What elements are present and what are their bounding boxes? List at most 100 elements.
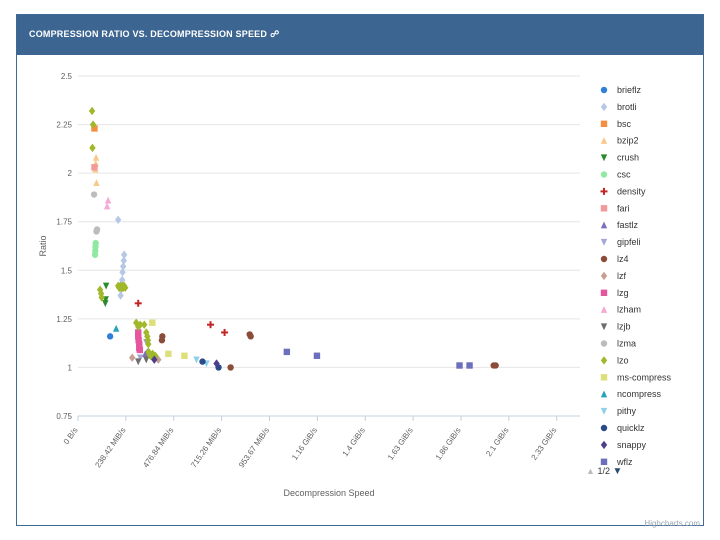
point-wflz [283,348,291,356]
legend-label-lzma: lzma [617,339,636,349]
legend-item-snappy[interactable]: snappy [600,440,647,450]
legend-item-lz4[interactable]: lz4 [600,254,629,264]
legend-symbol-lzf [600,271,608,281]
point-ms-compress [165,350,172,358]
legend-label-bsc: bsc [617,119,632,129]
legend-item-ms-compress[interactable]: ms-compress [600,372,672,382]
legend-item-csc[interactable]: csc [600,170,631,180]
point-bzip2 [92,153,100,161]
legend-label-pithy: pithy [617,406,637,416]
legend-item-density[interactable]: density [600,186,647,196]
legend-symbol-brieflz [600,86,608,94]
point-lzg [135,333,142,340]
point-lzo [145,339,152,349]
legend-symbol-gipfeli [600,238,608,246]
point-brotli [119,262,127,271]
point-ms-compress [181,352,188,359]
legend-label-density: density [617,186,646,196]
series-brieflz [106,333,114,340]
y-tick-label: 2.25 [56,121,72,130]
y-tick-label: 1.5 [61,266,73,275]
legend-label-snappy: snappy [617,440,647,450]
point-lzham [104,196,112,204]
point-lzma [93,228,100,235]
chart-header: COMPRESSION RATIO VS. DECOMPRESSION SPEE… [17,15,703,55]
point-ms-compress [149,319,156,326]
legend-symbol-lzo [600,356,608,365]
point-crush [102,282,110,290]
legend-item-wflz[interactable]: wflz [600,457,633,467]
point-snappy [151,355,158,364]
legend-item-bzip2[interactable]: bzip2 [600,136,639,146]
y-axis-title: Ratio [38,235,48,256]
point-gipfeli [137,354,144,362]
point-wflz [456,362,463,369]
series-lzjb [135,356,150,366]
link-icon[interactable]: ☍ [270,29,280,39]
legend-item-lzo[interactable]: lzo [600,355,629,365]
legend-label-lzo: lzo [617,355,629,365]
y-tick-label: 2.5 [61,72,73,81]
x-tick-label: 0 B/s [62,426,80,446]
legend-item-brieflz[interactable]: brieflz [600,85,642,95]
y-tick-label: 1 [68,363,73,372]
legend-label-brotli: brotli [617,102,637,112]
legend-label-gipfeli: gipfeli [617,237,641,247]
legend-label-lzf: lzf [617,271,626,281]
point-wflz [313,352,321,359]
point-brotli [119,268,126,277]
legend-item-fastlz[interactable]: fastlz [600,220,639,230]
series-lzg [135,329,144,354]
point-lzg [136,346,144,354]
point-density [207,321,215,329]
chart-title: COMPRESSION RATIO VS. DECOMPRESSION SPEE… [29,29,279,40]
triangle-up-icon[interactable]: ▲ [586,466,595,476]
point-crush [102,300,109,308]
legend-symbol-bsc [600,120,608,127]
x-tick-label: 1.4 GiB/s [341,426,367,458]
x-tick-label: 1.16 GiB/s [290,426,319,462]
legend-item-gipfeli[interactable]: gipfeli [600,237,641,247]
legend-item-bsc[interactable]: bsc [600,119,632,129]
point-lz4 [492,362,499,369]
legend-item-pithy[interactable]: pithy [600,406,637,416]
legend-symbol-brotli [600,102,608,112]
legend-label-crush: crush [617,153,639,163]
x-tick-label: 1.63 GiB/s [386,426,415,462]
legend-symbol-snappy [600,440,608,450]
legend-pager-text: 1/2 [597,466,610,476]
credits-link[interactable]: Highcharts.com [644,519,700,528]
legend-item-ncompress[interactable]: ncompress [600,389,662,399]
x-axis-title: Decompression Speed [283,488,374,498]
legend-item-fari[interactable]: fari [600,203,630,213]
point-lz4 [247,333,254,340]
series-fari [91,164,98,171]
legend-item-brotli[interactable]: brotli [600,102,637,112]
legend-label-wflz: wflz [616,457,633,467]
x-tick-label: 715.26 MiB/s [189,426,223,469]
legend-item-quicklz[interactable]: quicklz [600,423,645,433]
legend-item-crush[interactable]: crush [600,153,639,163]
point-csc [91,251,99,258]
legend-symbol-fari [600,205,608,212]
point-lzma [90,191,98,198]
point-lzjb [135,358,142,366]
x-tick-label: 476.84 MiB/s [141,426,175,469]
triangle-down-icon[interactable]: ▼ [612,466,623,477]
legend-item-lzf[interactable]: lzf [600,271,627,281]
point-lzo [89,143,96,153]
point-lzo [137,320,144,329]
point-lz4 [227,364,234,371]
series-lz4 [158,331,499,371]
legend-item-lzham[interactable]: lzham [600,305,641,315]
legend-symbol-density [600,187,608,195]
legend-item-lzg[interactable]: lzg [600,288,629,298]
point-lzo [141,320,148,329]
legend-item-lzma[interactable]: lzma [600,339,636,349]
series-lzham [103,196,112,210]
legend-symbol-csc [600,171,608,178]
legend-symbol-lz4 [600,255,608,263]
point-lzo [98,293,105,302]
legend-item-lzjb[interactable]: lzjb [600,322,631,332]
